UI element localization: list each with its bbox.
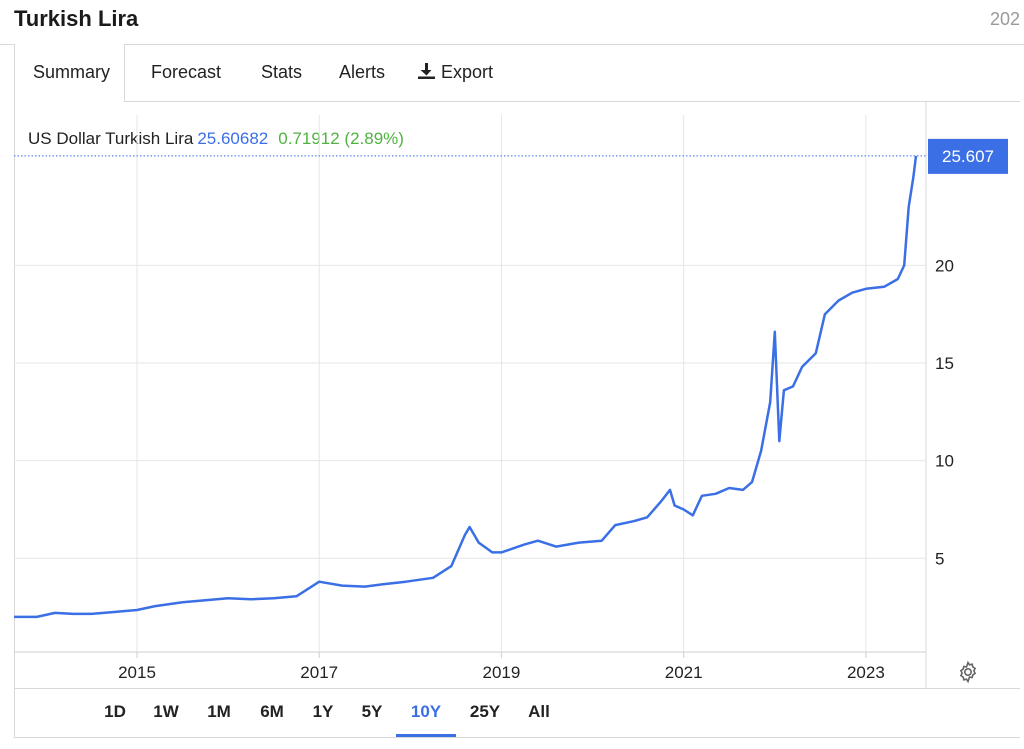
instrument-name: US Dollar Turkish Lira	[28, 129, 194, 148]
last-price-text: 25.607	[942, 147, 994, 166]
tab-alerts[interactable]: Alerts	[339, 62, 386, 82]
quote-price: 25.60682	[197, 129, 269, 148]
range-1w[interactable]: 1W	[153, 702, 179, 721]
y-tick-label: 20	[935, 256, 954, 275]
x-tick-label: 2019	[483, 663, 521, 682]
gear-icon[interactable]	[956, 660, 980, 684]
export-label: Export	[441, 62, 494, 82]
range-6m[interactable]: 6M	[260, 702, 284, 721]
y-tick-label: 5	[935, 549, 944, 568]
tab-stats[interactable]: Stats	[261, 62, 303, 82]
range-5y[interactable]: 5Y	[361, 702, 383, 721]
y-tick-label: 10	[935, 452, 954, 471]
header-divider	[0, 44, 1024, 45]
y-tick-label: 15	[935, 354, 954, 373]
last-price-label: 25.607	[928, 138, 1008, 174]
x-tick-label: 2021	[665, 663, 703, 682]
range-10y[interactable]: 10Y	[396, 689, 456, 737]
download-icon	[418, 63, 435, 79]
series-line	[14, 155, 918, 619]
range-25y[interactable]: 25Y	[469, 702, 501, 721]
panel-border	[14, 101, 15, 737]
x-tick-label: 2015	[118, 663, 156, 682]
x-axis: 2015 2017 2019 2021 2023	[118, 663, 885, 682]
chart-grid	[14, 101, 927, 688]
tab-export[interactable]: Export	[417, 44, 493, 101]
range-1d[interactable]: 1D	[104, 702, 126, 721]
x-tick-label: 2023	[847, 663, 885, 682]
range-all[interactable]: All	[528, 702, 550, 721]
quote-header: US Dollar Turkish Lira 25.60682 0.71912 (2…	[28, 129, 404, 149]
tab-forecast[interactable]: Forecast	[151, 62, 222, 82]
quote-change: 0.71912 (2.89%)	[278, 129, 404, 148]
y-axis: 5 10 15 20	[935, 256, 954, 568]
range-1m[interactable]: 1M	[207, 702, 231, 721]
x-tick-label: 2017	[300, 663, 338, 682]
year-label: 202	[989, 9, 1020, 29]
last-price-box	[928, 138, 1008, 174]
tab-bar: Summary Forecast Stats Alerts Export	[14, 44, 1020, 102]
page-title: Turkish Lira	[14, 6, 139, 31]
range-1y[interactable]: 1Y	[312, 702, 334, 721]
tab-summary[interactable]: Summary	[14, 44, 126, 102]
range-selector: 1D 1W 1M 6M 1Y 5Y 10Y 25Y All	[14, 688, 1020, 738]
